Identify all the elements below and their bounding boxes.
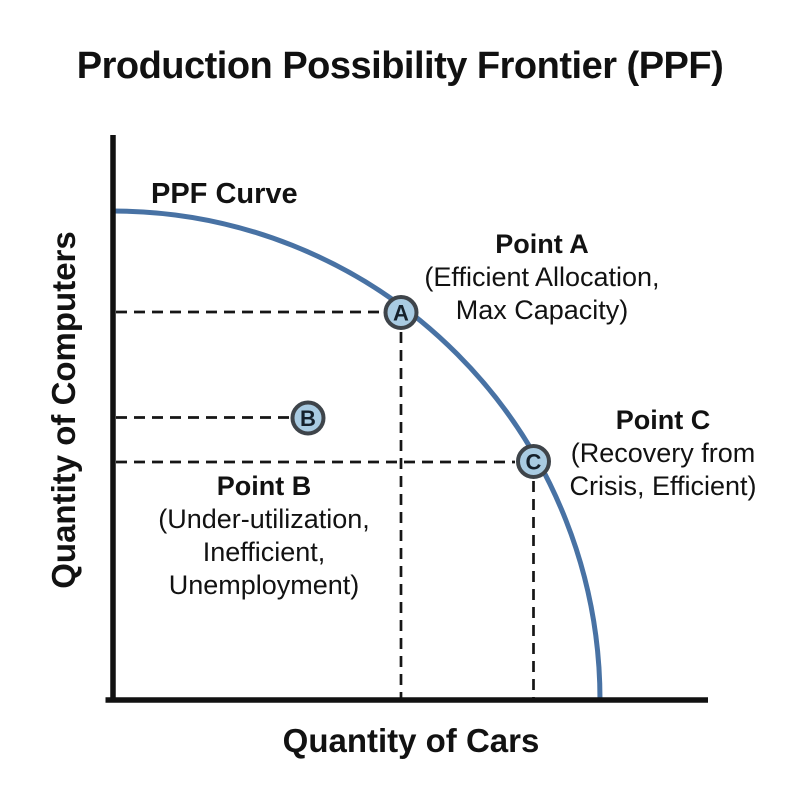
dashed-guides xyxy=(116,310,535,698)
y-axis-label: Quantity of Computers xyxy=(45,231,82,589)
point-c-marker xyxy=(516,444,551,479)
point-a-label-title: Point A xyxy=(495,229,589,259)
point-markers: A B C xyxy=(290,295,551,479)
point-a-marker-letter: A xyxy=(393,301,409,326)
ppf-curve-label: PPF Curve xyxy=(151,178,298,210)
ppf-curve xyxy=(110,208,603,703)
point-a-label-line: Max Capacity) xyxy=(455,295,629,325)
point-c-label-line: (Recovery from xyxy=(570,438,756,468)
figure-title: Production Possibility Frontier (PPF) xyxy=(76,45,724,87)
point-b-label: Point B (Under-utilization, Inefficient,… xyxy=(158,470,370,602)
point-c-marker-letter: C xyxy=(526,450,542,475)
point-c-label: Point C (Recovery from Crisis, Efficient… xyxy=(569,404,756,503)
point-a-marker xyxy=(383,295,419,330)
point-a-label-line: (Efficient Allocation, xyxy=(424,262,660,292)
point-b-label-line: Unemployment) xyxy=(168,570,360,600)
point-c-label-line: Crisis, Efficient) xyxy=(569,471,757,501)
point-b-label-line: (Under-utilization, xyxy=(158,504,370,534)
point-b-label-title: Point B xyxy=(216,471,312,501)
point-c-label-title: Point C xyxy=(615,405,711,435)
point-b-marker-letter: B xyxy=(300,406,316,431)
point-b-label-line: Inefficient, xyxy=(202,537,326,567)
x-axis-label: Quantity of Cars xyxy=(282,722,540,759)
point-b-marker xyxy=(290,400,326,436)
point-a-label: Point A (Efficient Allocation, Max Capac… xyxy=(424,228,659,327)
